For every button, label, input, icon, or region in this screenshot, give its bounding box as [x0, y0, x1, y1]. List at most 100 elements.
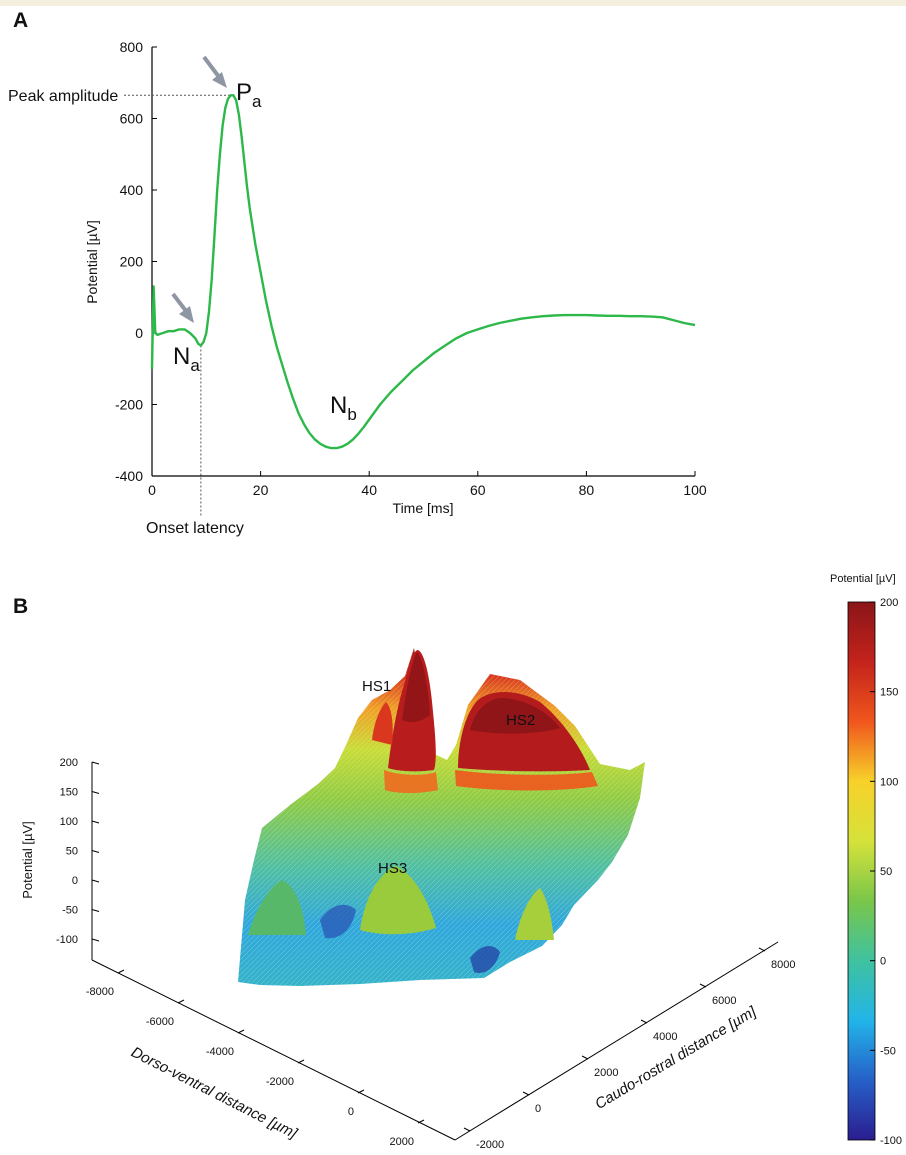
z-tick-label: 50 [66, 846, 78, 858]
z-tick-mark [91, 909, 100, 912]
cr-axis-label: Caudo-rostral distance [µm] [592, 1003, 760, 1113]
potential-surface [238, 648, 645, 986]
hs2-core [470, 698, 560, 734]
y-tick-label: 0 [135, 325, 143, 341]
colorbar-title: Potential [µV] [830, 573, 896, 585]
z-tick-mark [91, 761, 100, 765]
cr-tick-label: 0 [535, 1103, 541, 1115]
dv-ticks: -8000 -6000 -4000 -2000 0 2000 [86, 969, 425, 1148]
nb-label: Nb [330, 392, 357, 424]
cr-tick-label: 4000 [653, 1031, 677, 1043]
top-band [0, 0, 906, 6]
colorbar-tick-label: -100 [880, 1135, 902, 1147]
dv-tick-mark [417, 1119, 425, 1124]
na-label: Na [173, 343, 200, 375]
x-tick-label: 40 [361, 482, 377, 498]
hs3-label: HS3 [378, 860, 407, 877]
dv-tick-mark [237, 1029, 245, 1034]
z-tick-mark [91, 879, 100, 883]
onset-latency-label: Onset latency [146, 520, 244, 537]
y-tick-label: -400 [115, 468, 143, 484]
cr-tick-mark [640, 1019, 648, 1024]
colorbar-tick-label: 50 [880, 866, 892, 878]
colorbar-tick-label: 150 [880, 687, 898, 699]
right-hill [515, 888, 554, 940]
z-tick-label: -100 [56, 934, 78, 946]
hs1-label: HS1 [362, 678, 391, 695]
panel-a-label: A [13, 9, 29, 32]
cr-axis-line [454, 941, 779, 1141]
peak-arrow [202, 55, 227, 88]
x-tick-label: 60 [470, 482, 486, 498]
dv-tick-label: -2000 [266, 1076, 294, 1088]
y-tick-label: 400 [120, 182, 144, 198]
cr-tick-label: 2000 [594, 1067, 618, 1079]
cr-tick-mark [463, 1127, 471, 1132]
x-tick-label: 100 [683, 482, 707, 498]
z-tick-label: -50 [62, 905, 78, 917]
z-ticks: 200 150 100 50 0 -50 -100 [56, 757, 100, 946]
panel-b-label: B [13, 595, 29, 618]
cr-ticks: -2000 0 2000 4000 6000 8000 [463, 947, 795, 1151]
hs1-side [372, 702, 393, 745]
x-tick-label: 0 [148, 482, 156, 498]
dv-tick-label: 2000 [390, 1136, 414, 1148]
hs1-band [384, 770, 438, 793]
y-tick-label: 600 [120, 111, 144, 127]
z-tick-label: 200 [60, 757, 78, 769]
x-tick-label: 20 [253, 482, 269, 498]
dv-axis-label: Dorso-ventral distance [µm] [128, 1044, 300, 1143]
surface-mesh [238, 648, 645, 986]
cr-tick-label: 6000 [712, 995, 736, 1007]
hs2-label: HS2 [506, 712, 535, 729]
colorbar-tick-label: -50 [880, 1045, 896, 1057]
z-tick-mark [91, 820, 100, 824]
cr-tick-label: 8000 [771, 959, 795, 971]
blue-valley-right [470, 946, 500, 974]
colorbar-tick-label: 100 [880, 776, 898, 788]
potential-trace [150, 94, 696, 450]
cr-tick-mark [581, 1055, 589, 1060]
left-hill [248, 880, 306, 935]
dv-tick-mark [177, 999, 185, 1004]
y-ticks: 800 600 400 200 0 -200 -400 [115, 39, 157, 484]
hs2-band [455, 770, 598, 791]
z-axis-label: Potential [µV] [20, 821, 35, 899]
hs3-hill [360, 866, 436, 935]
x-tick-label: 80 [579, 482, 595, 498]
dv-tick-mark [117, 969, 125, 974]
dv-tick-label: 0 [348, 1106, 354, 1118]
pa-label: Pa [236, 79, 262, 111]
colorbar-ticks: 200 150 100 50 0 -50 -100 [870, 597, 902, 1147]
y-axis-label: Potential [µV] [84, 220, 100, 304]
colorbar-tick-label: 0 [880, 956, 886, 968]
z-tick-label: 150 [60, 787, 78, 799]
y-tick-label: 200 [120, 254, 144, 270]
dv-tick-label: -6000 [146, 1016, 174, 1028]
z-tick-mark [91, 938, 100, 942]
hs1-core [402, 652, 430, 723]
cr-tick-label: -2000 [476, 1139, 504, 1151]
y-tick-label: 800 [120, 39, 144, 55]
x-ticks: 0 20 40 60 80 100 [148, 471, 707, 498]
panel-b-chart: 200 150 100 50 0 -50 -100 -8000 -6000 -4000 -2000… [20, 573, 902, 1151]
peak-amplitude-label: Peak amplitude [8, 88, 118, 105]
z-tick-mark [91, 791, 100, 794]
dv-tick-label: -8000 [86, 986, 114, 998]
z-tick-label: 100 [60, 816, 78, 828]
z-tick-label: 0 [72, 875, 78, 887]
blue-valley-left [320, 904, 356, 939]
dv-tick-mark [297, 1059, 305, 1064]
cr-tick-mark [699, 983, 707, 988]
onset-arrow [171, 292, 194, 323]
z-tick-mark [91, 850, 100, 853]
x-axis-label: Time [ms] [393, 500, 454, 516]
panel-a-chart: 800 600 400 200 0 -200 -400 0 20 40 60 80 100 Poten… [8, 39, 707, 537]
dv-axis-line [91, 959, 456, 1141]
colorbar-tick-label: 200 [880, 597, 898, 609]
dv-tick-label: -4000 [206, 1046, 234, 1058]
dv-tick-mark [357, 1089, 365, 1094]
y-tick-label: -200 [115, 397, 143, 413]
cr-tick-mark [522, 1091, 530, 1096]
